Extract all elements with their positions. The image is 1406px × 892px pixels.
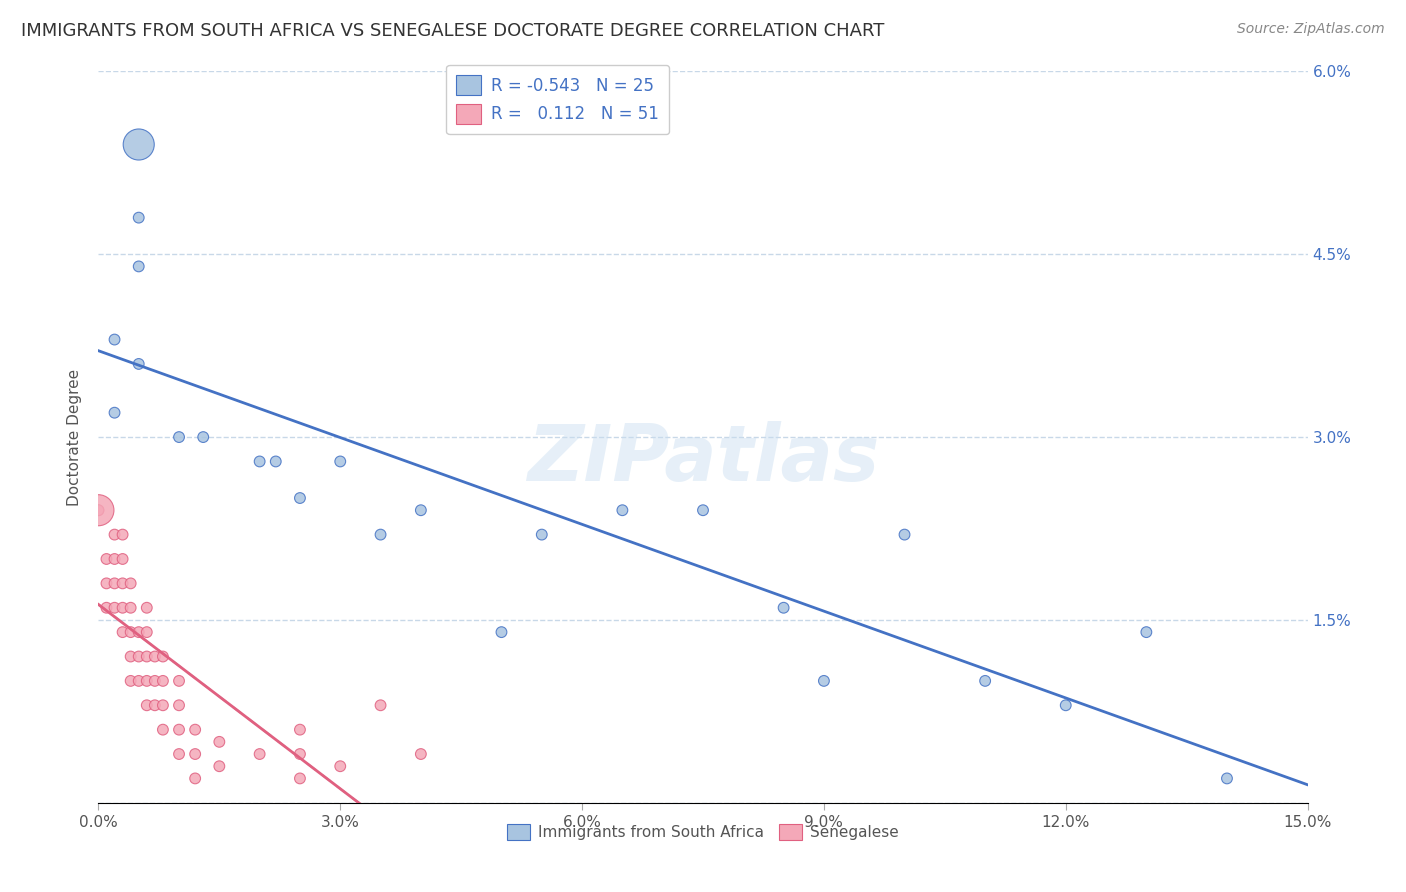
Point <box>208 735 231 749</box>
Point <box>143 698 166 713</box>
Point <box>1216 772 1239 786</box>
Point <box>264 454 287 468</box>
Point <box>128 673 150 688</box>
Point <box>120 673 142 688</box>
Point <box>111 527 134 541</box>
Point <box>167 698 190 713</box>
Text: ZIPatlas: ZIPatlas <box>527 421 879 497</box>
Point <box>152 698 174 713</box>
Point <box>120 600 142 615</box>
Point <box>103 406 125 420</box>
Point <box>120 649 142 664</box>
Point <box>184 723 207 737</box>
Point <box>103 527 125 541</box>
Point <box>135 673 157 688</box>
Point <box>288 747 311 761</box>
Point <box>612 503 634 517</box>
Point <box>692 503 714 517</box>
Point <box>813 673 835 688</box>
Point <box>96 600 118 615</box>
Point <box>249 454 271 468</box>
Point <box>135 649 157 664</box>
Point <box>530 527 553 541</box>
Point <box>167 723 190 737</box>
Point <box>111 552 134 566</box>
Point <box>87 503 110 517</box>
Point <box>87 503 110 517</box>
Y-axis label: Doctorate Degree: Doctorate Degree <box>67 368 83 506</box>
Point <box>409 503 432 517</box>
Point <box>208 759 231 773</box>
Point <box>152 673 174 688</box>
Point <box>143 649 166 664</box>
Point <box>128 260 150 274</box>
Point <box>167 673 190 688</box>
Point <box>128 137 150 152</box>
Point <box>135 625 157 640</box>
Point <box>288 491 311 505</box>
Point <box>409 747 432 761</box>
Point <box>96 552 118 566</box>
Point <box>111 576 134 591</box>
Point <box>370 698 392 713</box>
Point <box>128 649 150 664</box>
Point <box>103 600 125 615</box>
Point <box>249 747 271 761</box>
Point <box>184 772 207 786</box>
Point <box>491 625 513 640</box>
Point <box>143 673 166 688</box>
Point <box>893 527 915 541</box>
Point <box>103 576 125 591</box>
Point <box>120 625 142 640</box>
Point <box>111 625 134 640</box>
Point <box>128 625 150 640</box>
Point <box>152 723 174 737</box>
Point <box>288 772 311 786</box>
Legend: Immigrants from South Africa, Senegalese: Immigrants from South Africa, Senegalese <box>502 818 904 847</box>
Point <box>193 430 215 444</box>
Point <box>1135 625 1157 640</box>
Point <box>128 357 150 371</box>
Point <box>167 430 190 444</box>
Text: IMMIGRANTS FROM SOUTH AFRICA VS SENEGALESE DOCTORATE DEGREE CORRELATION CHART: IMMIGRANTS FROM SOUTH AFRICA VS SENEGALE… <box>21 22 884 40</box>
Point <box>772 600 794 615</box>
Point <box>329 454 352 468</box>
Point <box>184 747 207 761</box>
Point <box>135 698 157 713</box>
Point <box>135 600 157 615</box>
Point <box>111 600 134 615</box>
Point <box>120 576 142 591</box>
Point <box>152 649 174 664</box>
Point <box>96 576 118 591</box>
Point <box>87 503 110 517</box>
Text: Source: ZipAtlas.com: Source: ZipAtlas.com <box>1237 22 1385 37</box>
Point <box>103 333 125 347</box>
Point <box>128 211 150 225</box>
Point <box>288 723 311 737</box>
Point <box>103 552 125 566</box>
Point <box>167 747 190 761</box>
Point <box>329 759 352 773</box>
Point <box>1054 698 1077 713</box>
Point <box>974 673 997 688</box>
Point <box>370 527 392 541</box>
